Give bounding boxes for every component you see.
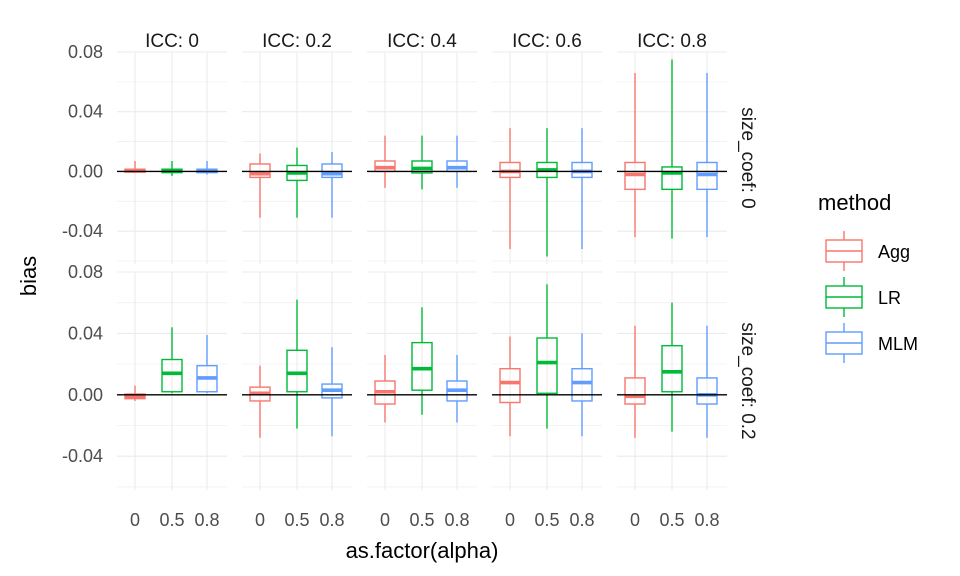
box-lr-r1-c3 — [536, 284, 558, 429]
box-agg-r0-c4 — [624, 72, 646, 238]
box-iqr — [161, 358, 183, 393]
box-iqr — [286, 349, 308, 393]
box-mlm-r0-c2 — [446, 135, 468, 188]
x-axis-title: as.factor(alpha) — [346, 538, 499, 563]
legend-title: method — [818, 190, 891, 215]
box-iqr — [696, 377, 718, 405]
x-tick-label: 0.5 — [534, 510, 559, 530]
y-tick-label: -0.04 — [62, 446, 103, 466]
x-tick-label: 0.5 — [659, 510, 684, 530]
x-tick-label: 0 — [630, 510, 640, 530]
row-strip-label: size_coef: 0 — [737, 107, 758, 208]
box-mlm-r1-c2 — [446, 354, 468, 423]
y-tick-label: 0.08 — [68, 262, 103, 282]
box-agg-r0-c0 — [124, 160, 146, 173]
y-tick-label: 0.00 — [68, 385, 103, 405]
box-mlm-r0-c0 — [196, 160, 218, 175]
y-tick-label: -0.04 — [62, 221, 103, 241]
x-tick-label: 0.8 — [569, 510, 594, 530]
box-iqr — [624, 377, 646, 405]
box-agg-r1-c2 — [374, 354, 396, 423]
box-iqr — [249, 163, 271, 179]
legend-key-agg — [825, 231, 863, 271]
box-agg-r0-c1 — [249, 153, 271, 218]
box-agg-r1-c4 — [624, 325, 646, 438]
x-tick-label: 0.5 — [409, 510, 434, 530]
box-agg-r1-c0 — [124, 385, 146, 401]
column-strip-label: ICC: 0.6 — [512, 31, 582, 52]
box-iqr — [411, 341, 433, 391]
x-tick-label: 0.5 — [159, 510, 184, 530]
box-lr-r1-c1 — [286, 299, 308, 429]
box-lr-r0-c2 — [411, 135, 433, 190]
y-tick-label: 0.00 — [68, 161, 103, 181]
y-tick-label: 0.04 — [68, 323, 103, 343]
x-tick-label: 0 — [380, 510, 390, 530]
box-lr-r0-c3 — [536, 128, 558, 257]
box-lr-r1-c0 — [161, 327, 183, 394]
box-mlm-r0-c4 — [696, 72, 718, 238]
box-iqr — [661, 344, 683, 393]
x-tick-label: 0 — [255, 510, 265, 530]
box-iqr — [571, 368, 593, 402]
box-mlm-r1-c4 — [696, 325, 718, 438]
x-tick-label: 0.8 — [319, 510, 344, 530]
box-mlm-r0-c1 — [321, 152, 343, 218]
legend-label-mlm: MLM — [878, 334, 918, 354]
panel-r0-c0 — [117, 51, 227, 264]
box-agg-r1-c1 — [249, 365, 271, 438]
legend-label-agg: Agg — [878, 242, 910, 262]
column-strip-label: ICC: 0.4 — [387, 31, 457, 52]
legend: method Agg LR MLM — [818, 190, 918, 363]
x-tick-label: 0.5 — [284, 510, 309, 530]
box-mlm-r1-c3 — [571, 333, 593, 437]
legend-key-lr — [825, 277, 863, 317]
x-tick-label: 0.8 — [694, 510, 719, 530]
legend-label-lr: LR — [878, 288, 901, 308]
box-mlm-r1-c1 — [321, 347, 343, 437]
box-iqr — [321, 163, 343, 179]
column-strip-label: ICC: 0.8 — [637, 31, 707, 52]
box-lr-r0-c4 — [661, 59, 683, 239]
box-iqr — [661, 166, 683, 191]
y-tick-label: 0.08 — [68, 42, 103, 62]
box-iqr — [536, 337, 558, 394]
box-mlm-r1-c0 — [196, 334, 218, 394]
row-strip-label: size_coef: 0.2 — [737, 322, 758, 439]
column-strip-label: ICC: 0 — [145, 31, 199, 52]
box-agg-r1-c3 — [499, 336, 521, 437]
box-lr-r1-c2 — [411, 307, 433, 415]
x-tick-label: 0 — [130, 510, 140, 530]
y-tick-label: 0.04 — [68, 102, 103, 122]
column-strip-label: ICC: 0.2 — [262, 31, 332, 52]
legend-key-mlm — [825, 323, 863, 363]
box-lr-r1-c4 — [661, 302, 683, 432]
box-lr-r0-c0 — [161, 160, 183, 176]
y-axis-title: bias — [16, 256, 41, 296]
x-tick-label: 0.8 — [444, 510, 469, 530]
x-tick-label: 0 — [505, 510, 515, 530]
box-agg-r0-c2 — [374, 135, 396, 188]
box-iqr — [499, 368, 521, 404]
box-lr-r0-c1 — [286, 147, 308, 218]
x-tick-label: 0.8 — [194, 510, 219, 530]
